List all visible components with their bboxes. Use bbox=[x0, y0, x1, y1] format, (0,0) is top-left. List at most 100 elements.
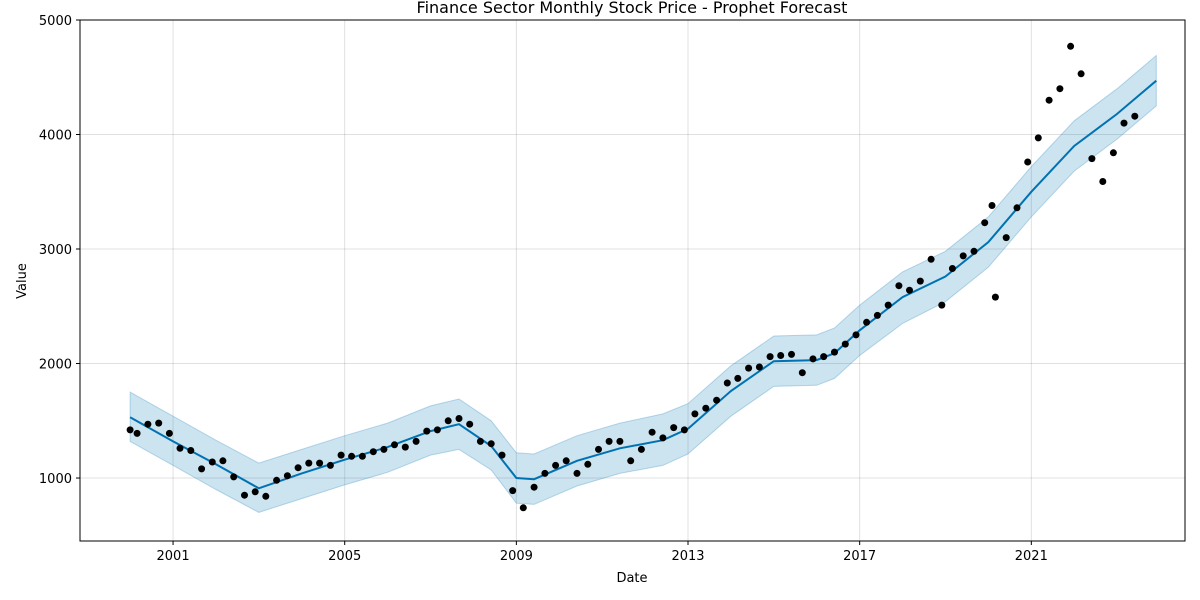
x-tick-label: 2021 bbox=[1015, 549, 1048, 564]
x-tick-label: 2005 bbox=[328, 549, 361, 564]
observed-point bbox=[584, 460, 592, 468]
x-axis: 2001 2005 2009 2013 2017 2021 bbox=[157, 541, 1048, 564]
observed-point bbox=[476, 437, 484, 445]
observed-point bbox=[198, 465, 206, 473]
observed-point bbox=[809, 355, 817, 363]
observed-point bbox=[391, 441, 398, 449]
x-tick-label: 2013 bbox=[671, 549, 704, 564]
observed-point bbox=[916, 277, 924, 285]
observed-point bbox=[906, 286, 913, 294]
x-tick-label: 2009 bbox=[500, 549, 533, 564]
observed-point bbox=[637, 445, 645, 453]
observed-point bbox=[680, 426, 688, 434]
observed-point bbox=[1077, 70, 1085, 78]
observed-point bbox=[1120, 119, 1128, 127]
observed-point bbox=[262, 492, 270, 500]
observed-point bbox=[616, 437, 624, 445]
observed-point bbox=[745, 364, 753, 372]
observed-point bbox=[155, 419, 163, 427]
y-axis-label: Value bbox=[15, 263, 30, 299]
observed-point bbox=[723, 379, 731, 387]
observed-point bbox=[1099, 178, 1107, 185]
observed-point bbox=[509, 487, 517, 495]
observed-point bbox=[358, 452, 366, 460]
observed-point bbox=[219, 457, 227, 465]
observed-point bbox=[208, 458, 216, 466]
observed-point bbox=[927, 255, 935, 263]
uncertainty-band bbox=[129, 54, 1157, 513]
observed-point bbox=[659, 434, 667, 442]
observed-point bbox=[948, 265, 956, 272]
observed-point bbox=[305, 459, 313, 467]
observed-point bbox=[777, 352, 785, 359]
observed-point bbox=[595, 445, 602, 453]
y-tick-label: 4000 bbox=[39, 129, 72, 144]
observed-point bbox=[938, 301, 946, 309]
forecast-series-line bbox=[129, 79, 1157, 490]
observed-point bbox=[283, 472, 291, 480]
forecast-line bbox=[129, 79, 1157, 490]
observed-point bbox=[1045, 96, 1053, 104]
observed-point bbox=[455, 415, 463, 422]
observed-point bbox=[734, 374, 742, 382]
observed-point bbox=[251, 488, 259, 496]
observed-point bbox=[433, 426, 441, 434]
observed-point bbox=[988, 202, 996, 209]
observed-point bbox=[766, 353, 774, 361]
observed-point bbox=[519, 504, 527, 512]
observed-point bbox=[648, 428, 656, 436]
observed-point bbox=[165, 429, 173, 437]
observed-point bbox=[1056, 85, 1064, 93]
observed-point bbox=[1067, 42, 1075, 50]
observed-point bbox=[873, 311, 881, 319]
observed-point bbox=[1088, 155, 1096, 163]
observed-point bbox=[831, 348, 838, 356]
y-tick-label: 3000 bbox=[39, 243, 72, 258]
observed-point bbox=[562, 457, 570, 465]
observed-point bbox=[444, 417, 452, 425]
observed-point bbox=[144, 420, 152, 428]
observed-point bbox=[176, 444, 184, 452]
observed-point bbox=[820, 353, 828, 361]
x-tick-label: 2001 bbox=[157, 549, 190, 564]
observed-point bbox=[755, 363, 763, 371]
plot-frame bbox=[79, 19, 1186, 542]
x-axis-label: Date bbox=[616, 571, 647, 586]
observed-point bbox=[380, 445, 388, 453]
observed-point bbox=[487, 440, 495, 448]
observed-point bbox=[1034, 134, 1042, 142]
y-tick-label: 2000 bbox=[39, 358, 72, 373]
observed-point bbox=[326, 461, 334, 469]
observed-point bbox=[691, 410, 699, 418]
observed-point bbox=[316, 459, 324, 467]
observed-point bbox=[552, 461, 560, 469]
observed-point bbox=[895, 282, 903, 290]
observed-point bbox=[573, 469, 581, 477]
observed-point bbox=[369, 448, 377, 456]
observed-point bbox=[1013, 204, 1021, 212]
observed-point bbox=[884, 301, 892, 309]
observed-point bbox=[337, 451, 345, 459]
observed-point bbox=[1002, 234, 1010, 242]
observed-point bbox=[959, 252, 967, 260]
chart-title: Finance Sector Monthly Stock Price - Pro… bbox=[417, 0, 848, 17]
observed-point bbox=[530, 483, 538, 491]
observed-point bbox=[230, 473, 238, 481]
observed-point bbox=[401, 443, 409, 451]
observed-point bbox=[670, 424, 678, 432]
observed-point bbox=[841, 340, 849, 348]
observed-point bbox=[788, 350, 795, 358]
observed-point bbox=[466, 420, 474, 428]
observed-point bbox=[1024, 158, 1032, 166]
observed-point bbox=[970, 247, 978, 255]
observed-point bbox=[627, 457, 635, 465]
observed-point bbox=[1109, 149, 1117, 157]
uncertainty-interval bbox=[129, 54, 1157, 513]
observed-point bbox=[713, 396, 721, 404]
observed-point bbox=[863, 318, 871, 326]
y-axis: 1000 2000 3000 4000 5000 bbox=[39, 14, 80, 487]
observed-points bbox=[126, 42, 1139, 512]
observed-point bbox=[541, 469, 549, 477]
